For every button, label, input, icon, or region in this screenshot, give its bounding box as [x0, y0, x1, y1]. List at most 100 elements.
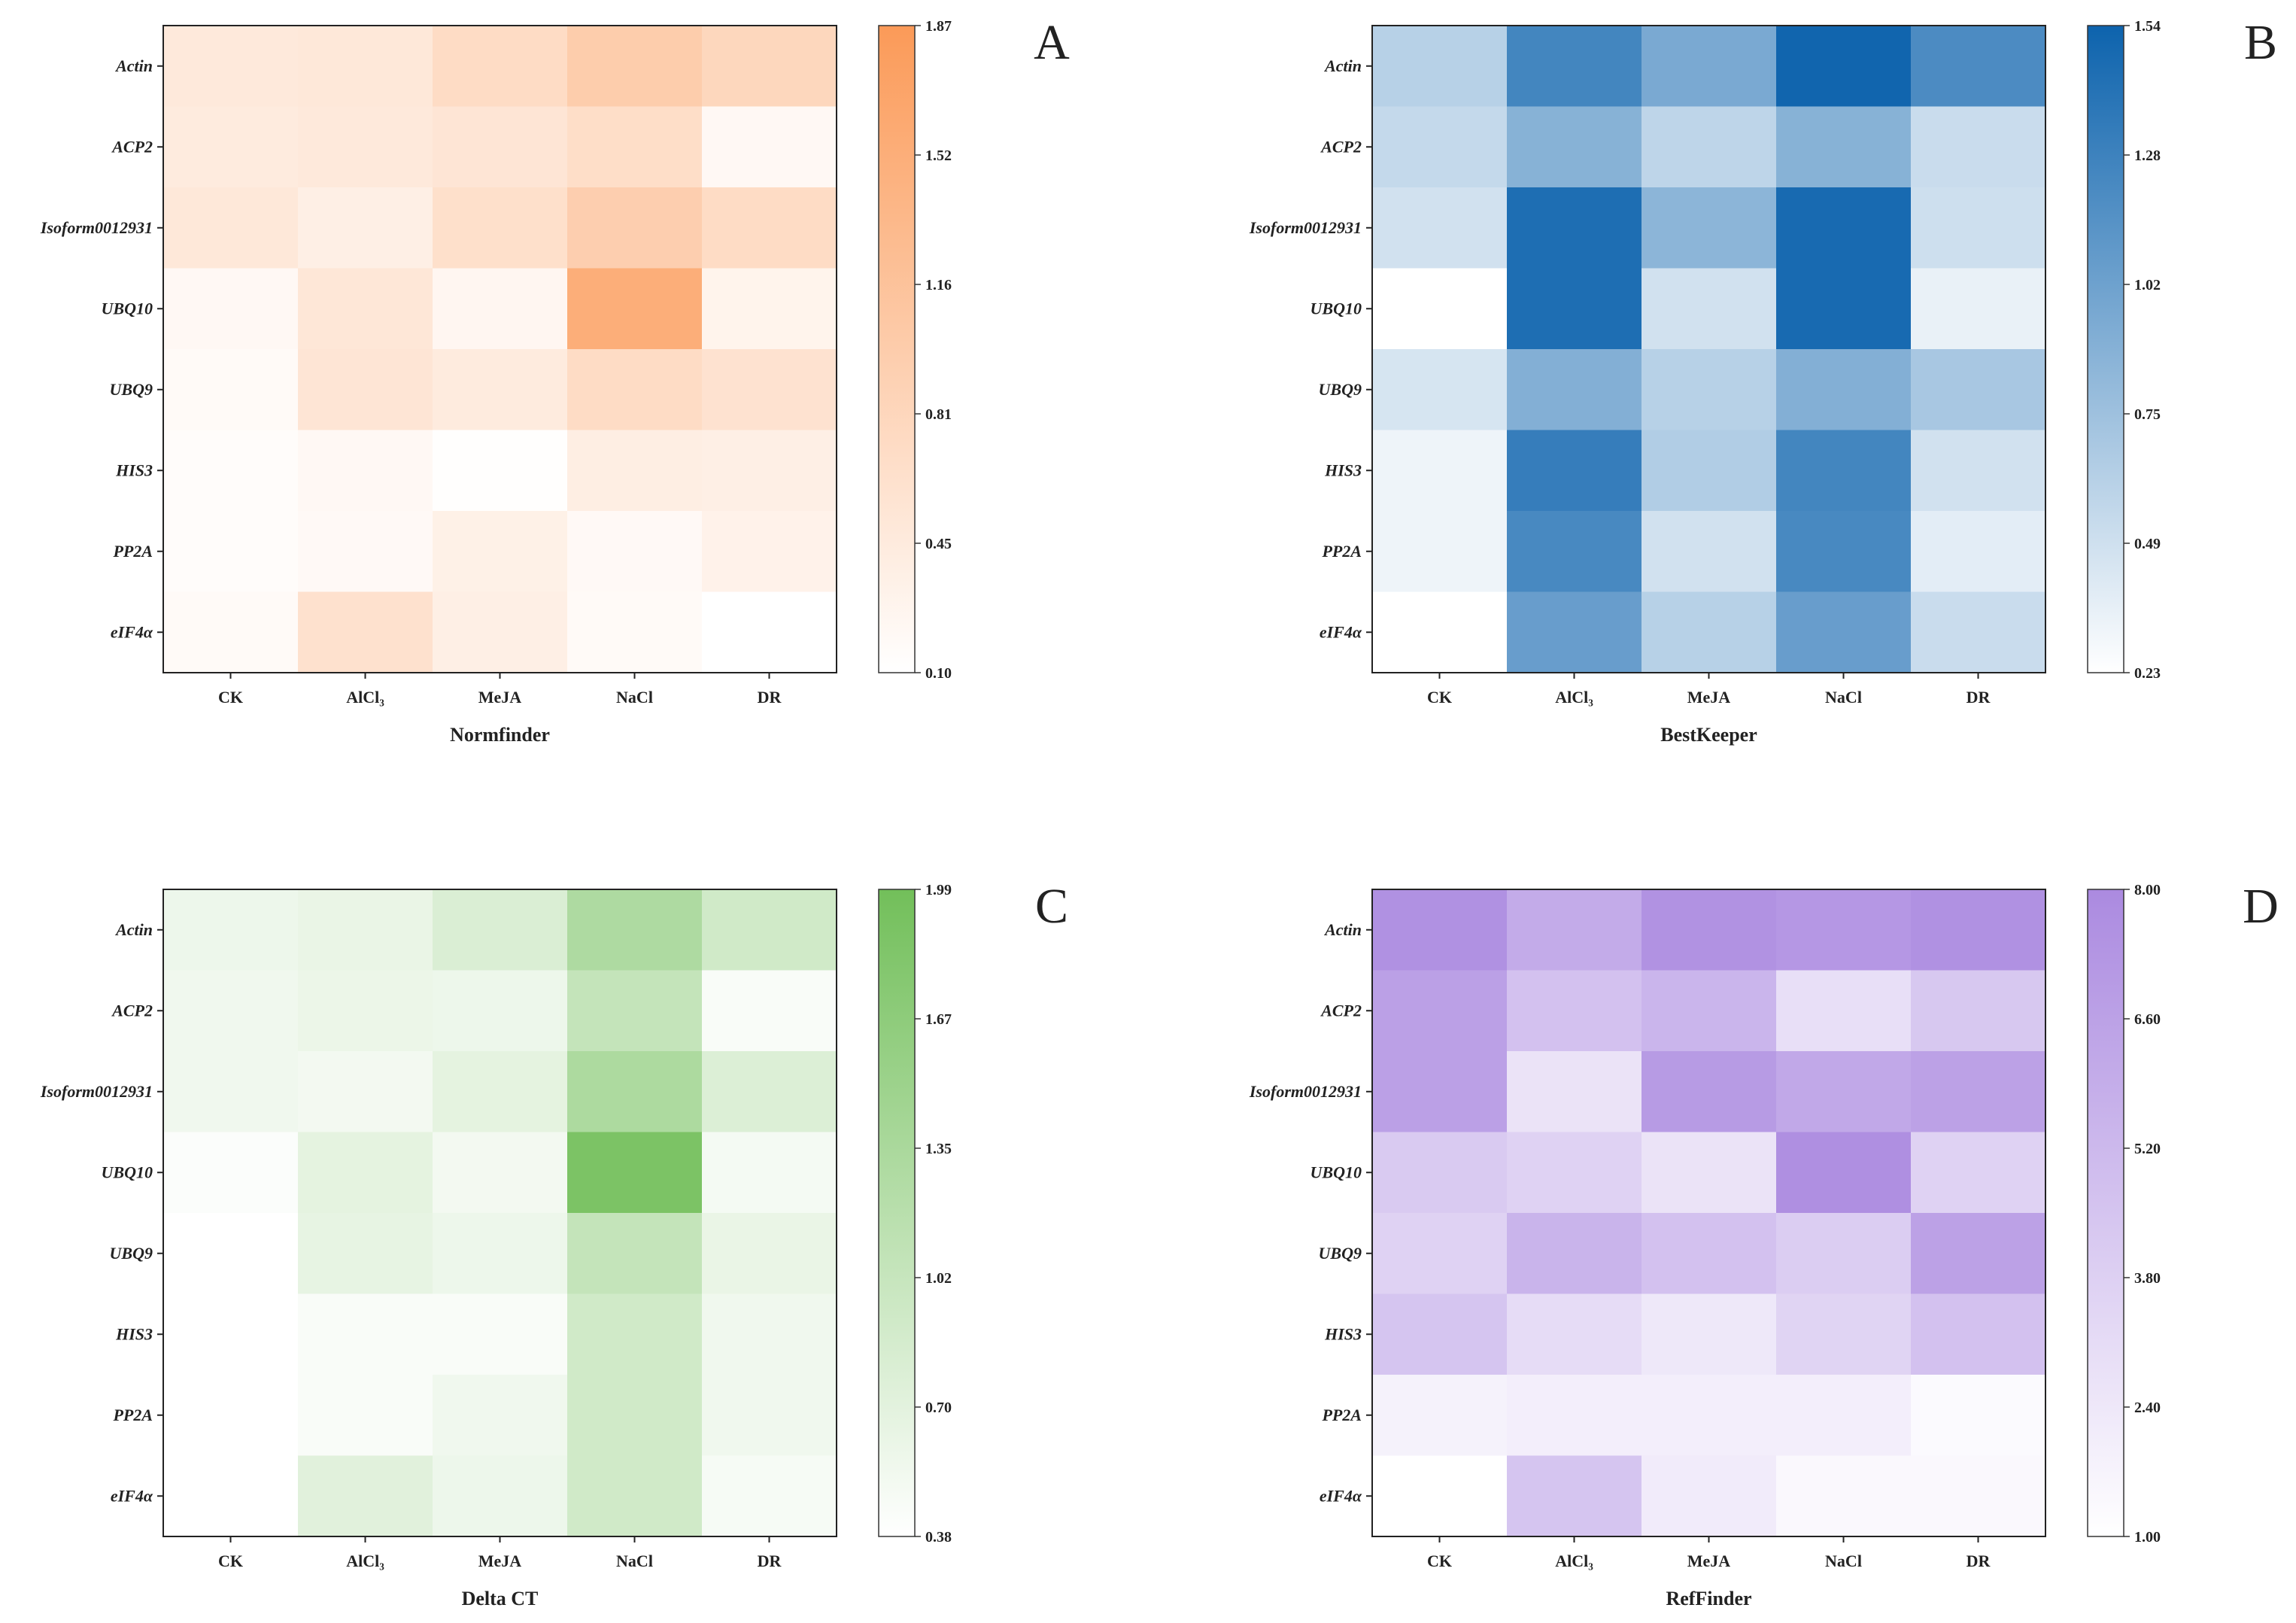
heatmap-cell — [1372, 349, 1508, 430]
colorbar-tick-label: 0.45 — [925, 536, 952, 552]
heatmap-cell — [163, 268, 299, 350]
heatmap-cell — [1372, 26, 1508, 107]
heatmap-cell — [433, 430, 568, 512]
heatmap-cell — [163, 1293, 299, 1375]
heatmap-cell — [1372, 1293, 1508, 1375]
colorbar-tick-label: 0.81 — [925, 406, 952, 423]
heatmap-cell — [1776, 26, 1912, 107]
heatmap-cell — [298, 1293, 433, 1375]
heatmap-cell — [567, 511, 703, 592]
heatmap-cell — [1911, 511, 2046, 592]
heatmap-cell — [1372, 591, 1508, 673]
heatmap-cell — [298, 430, 433, 512]
row-label: Actin — [1323, 920, 1362, 939]
heatmap-cell — [702, 1213, 837, 1294]
heatmap-cell — [1507, 106, 1642, 188]
heatmap-cell — [1372, 1213, 1508, 1294]
heatmap-cell — [1776, 430, 1912, 512]
row-label: UBQ9 — [1319, 380, 1362, 399]
heatmap-cell — [1507, 26, 1642, 107]
heatmap-cell — [1507, 1213, 1642, 1294]
heatmap-cell — [567, 1455, 703, 1537]
heatmap-cell — [298, 1213, 433, 1294]
heatmap-cell — [1911, 1293, 2046, 1375]
column-label: NaCl — [1825, 1552, 1862, 1570]
colorbar-tick-label: 1.00 — [2134, 1529, 2161, 1545]
heatmap-cell — [1911, 349, 2046, 430]
heatmap-cell — [702, 511, 837, 592]
heatmap-cell — [702, 430, 837, 512]
heatmap-cell — [1776, 970, 1912, 1052]
row-label: UBQ10 — [102, 1163, 153, 1181]
colorbar-tick-label: 1.02 — [925, 1270, 952, 1287]
colorbar-tick-label: 1.87 — [925, 18, 952, 35]
heatmap-cell — [567, 1213, 703, 1294]
row-label: UBQ10 — [1310, 299, 1362, 318]
colorbar-tick-label: 1.02 — [2134, 277, 2161, 293]
heatmap-cell — [1776, 106, 1912, 188]
row-label: ACP2 — [1320, 137, 1362, 156]
colorbar-tick-label: 0.75 — [2134, 406, 2161, 423]
heatmap-cell — [163, 1213, 299, 1294]
heatmap-cell — [1642, 1132, 1777, 1214]
heatmap-cell — [1776, 1293, 1912, 1375]
heatmap-cell — [567, 268, 703, 350]
heatmap-cell — [567, 187, 703, 269]
heatmap-cell — [163, 1051, 299, 1132]
colorbar-tick-label: 0.38 — [925, 1529, 952, 1545]
heatmap-cell — [163, 1132, 299, 1214]
heatmap-cell — [702, 187, 837, 269]
row-label: Isoform0012931 — [1249, 218, 1362, 237]
heatmap-cell — [163, 1375, 299, 1456]
column-label: AlCl₃ — [1555, 688, 1593, 707]
heatmap-cell — [433, 1375, 568, 1456]
heatmap-cell — [702, 1455, 837, 1537]
colorbar-tick-label: 2.40 — [2134, 1400, 2161, 1416]
column-label: CK — [1427, 688, 1452, 707]
heatmap-cell — [1642, 1051, 1777, 1132]
colorbar-tick-label: 3.80 — [2134, 1270, 2161, 1287]
heatmap-cell — [1642, 1455, 1777, 1537]
heatmap-cell — [702, 106, 837, 188]
colorbar-tick-label: 1.54 — [2134, 18, 2161, 35]
heatmap-cell — [1372, 268, 1508, 350]
heatmap-cell — [1911, 591, 2046, 673]
heatmap-cell — [163, 1455, 299, 1537]
heatmap-cell — [702, 1293, 837, 1375]
colorbar-tick-label: 1.52 — [925, 147, 952, 164]
colorbar-tick-label: 1.16 — [925, 277, 952, 293]
heatmap-cell — [163, 511, 299, 592]
heatmap-cell — [1911, 106, 2046, 188]
heatmap-cell — [1507, 1455, 1642, 1537]
row-label: Isoform0012931 — [40, 1082, 153, 1101]
heatmap-cell — [1642, 1375, 1777, 1456]
colorbar — [2087, 889, 2124, 1537]
panel-letter: D — [2243, 879, 2279, 934]
heatmap-cell — [567, 1375, 703, 1456]
heatmap-cell — [1911, 970, 2046, 1052]
heatmap-cell — [1507, 970, 1642, 1052]
heatmap-cell — [433, 970, 568, 1052]
heatmap-cell — [433, 1051, 568, 1132]
heatmap-cell — [1911, 1051, 2046, 1132]
heatmap-cell — [163, 591, 299, 673]
row-label: Isoform0012931 — [40, 218, 153, 237]
heatmap-cell — [567, 1051, 703, 1132]
heatmap-cell — [298, 591, 433, 673]
column-label: CK — [1427, 1552, 1452, 1570]
heatmap-cell — [1507, 268, 1642, 350]
heatmap-cell — [1642, 1293, 1777, 1375]
heatmap-cell — [433, 106, 568, 188]
heatmap-cell — [702, 1051, 837, 1132]
heatmap-cell — [298, 268, 433, 350]
colorbar-tick-label: 0.70 — [925, 1400, 952, 1416]
row-label: Actin — [114, 56, 153, 75]
heatmap-cell — [1507, 1293, 1642, 1375]
heatmap-cell — [433, 511, 568, 592]
heatmap-cell — [567, 1132, 703, 1214]
heatmap-cell — [1776, 511, 1912, 592]
heatmap-cell — [1776, 187, 1912, 269]
x-axis-title: RefFinder — [1666, 1588, 1751, 1609]
heatmap-cell — [1776, 1213, 1912, 1294]
